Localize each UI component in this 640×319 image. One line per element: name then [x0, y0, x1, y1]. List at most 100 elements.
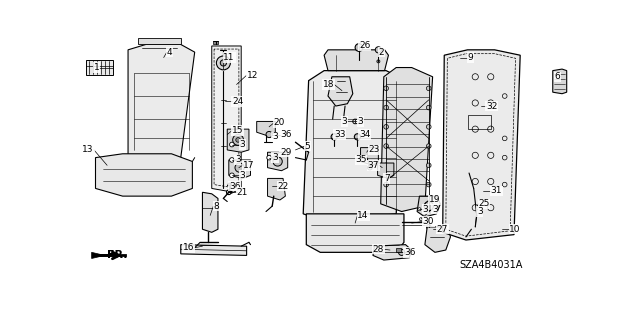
Circle shape	[267, 155, 271, 160]
Polygon shape	[443, 50, 520, 240]
Polygon shape	[425, 227, 451, 252]
Polygon shape	[328, 77, 353, 106]
Text: 34: 34	[359, 130, 371, 139]
Text: 3: 3	[272, 132, 278, 141]
Text: ◄: ◄	[227, 189, 232, 195]
Bar	[467, 115, 491, 129]
Text: 3: 3	[432, 205, 438, 214]
Circle shape	[426, 182, 431, 187]
Polygon shape	[360, 148, 378, 165]
Text: SZA4B4031A: SZA4B4031A	[460, 260, 523, 271]
Text: 3: 3	[239, 171, 245, 180]
Circle shape	[266, 131, 272, 137]
Text: 5: 5	[305, 142, 310, 151]
Text: 36: 36	[229, 182, 240, 191]
Text: 32: 32	[486, 101, 497, 111]
Circle shape	[331, 134, 337, 140]
Bar	[213, 41, 218, 44]
Circle shape	[355, 44, 363, 51]
Text: 37: 37	[367, 161, 379, 170]
Polygon shape	[138, 38, 180, 44]
Text: 36: 36	[280, 130, 291, 139]
Text: 20: 20	[274, 118, 285, 128]
Text: 33: 33	[334, 130, 346, 139]
Circle shape	[220, 60, 227, 66]
Circle shape	[418, 208, 421, 211]
Polygon shape	[92, 252, 105, 258]
Text: 21: 21	[237, 188, 248, 197]
Circle shape	[384, 86, 388, 91]
Text: 7: 7	[384, 174, 390, 183]
Polygon shape	[86, 60, 113, 75]
Polygon shape	[303, 70, 402, 221]
Text: 1: 1	[93, 63, 99, 72]
Polygon shape	[553, 69, 566, 94]
Polygon shape	[257, 122, 275, 135]
Text: 3: 3	[422, 205, 428, 214]
Circle shape	[230, 158, 234, 162]
Polygon shape	[128, 44, 195, 163]
Circle shape	[384, 163, 388, 168]
Text: 14: 14	[358, 211, 369, 220]
Text: 3: 3	[235, 155, 241, 164]
Circle shape	[384, 105, 388, 110]
Text: 3: 3	[342, 117, 348, 126]
Circle shape	[384, 182, 388, 187]
Circle shape	[227, 190, 231, 195]
Circle shape	[353, 119, 358, 124]
Polygon shape	[373, 245, 412, 260]
Polygon shape	[268, 152, 288, 171]
Text: 4: 4	[167, 48, 172, 57]
Circle shape	[230, 173, 234, 178]
Text: 15: 15	[232, 126, 243, 135]
Text: FR.: FR.	[107, 250, 127, 260]
Polygon shape	[227, 129, 249, 152]
Circle shape	[355, 119, 360, 124]
Circle shape	[426, 225, 431, 229]
Circle shape	[426, 163, 431, 168]
Text: 28: 28	[372, 245, 384, 254]
Circle shape	[273, 157, 282, 166]
Circle shape	[426, 86, 431, 91]
Text: 3: 3	[239, 140, 245, 149]
Circle shape	[236, 137, 241, 142]
Polygon shape	[381, 68, 433, 211]
Text: 8: 8	[213, 202, 219, 211]
Circle shape	[426, 105, 431, 110]
Text: 9: 9	[467, 53, 473, 62]
Circle shape	[426, 124, 431, 129]
Text: 19: 19	[429, 196, 440, 204]
Circle shape	[419, 218, 422, 221]
Text: 26: 26	[359, 41, 371, 50]
Text: 6: 6	[555, 72, 561, 81]
Text: 17: 17	[243, 161, 254, 170]
Circle shape	[424, 202, 433, 211]
Polygon shape	[95, 154, 193, 196]
Text: 23: 23	[368, 145, 380, 154]
Circle shape	[375, 47, 381, 53]
Circle shape	[377, 60, 380, 63]
Text: 22: 22	[278, 182, 289, 191]
Polygon shape	[307, 214, 404, 252]
Circle shape	[367, 165, 372, 170]
Circle shape	[233, 135, 244, 145]
Polygon shape	[324, 50, 388, 70]
Text: 25: 25	[478, 199, 490, 208]
Text: 13: 13	[83, 145, 94, 154]
Text: 3: 3	[272, 153, 278, 162]
Polygon shape	[212, 46, 241, 192]
Text: 31: 31	[491, 186, 502, 195]
Text: 3: 3	[477, 207, 483, 216]
Text: 12: 12	[246, 71, 258, 80]
Text: 18: 18	[323, 80, 334, 89]
Circle shape	[235, 163, 244, 172]
Circle shape	[228, 183, 231, 186]
Polygon shape	[202, 192, 218, 232]
Text: 2: 2	[378, 48, 384, 57]
Text: 36: 36	[404, 248, 415, 257]
Circle shape	[216, 56, 230, 70]
Bar	[396, 248, 401, 252]
Text: 3: 3	[358, 117, 364, 126]
Polygon shape	[268, 178, 285, 200]
Circle shape	[355, 134, 360, 140]
